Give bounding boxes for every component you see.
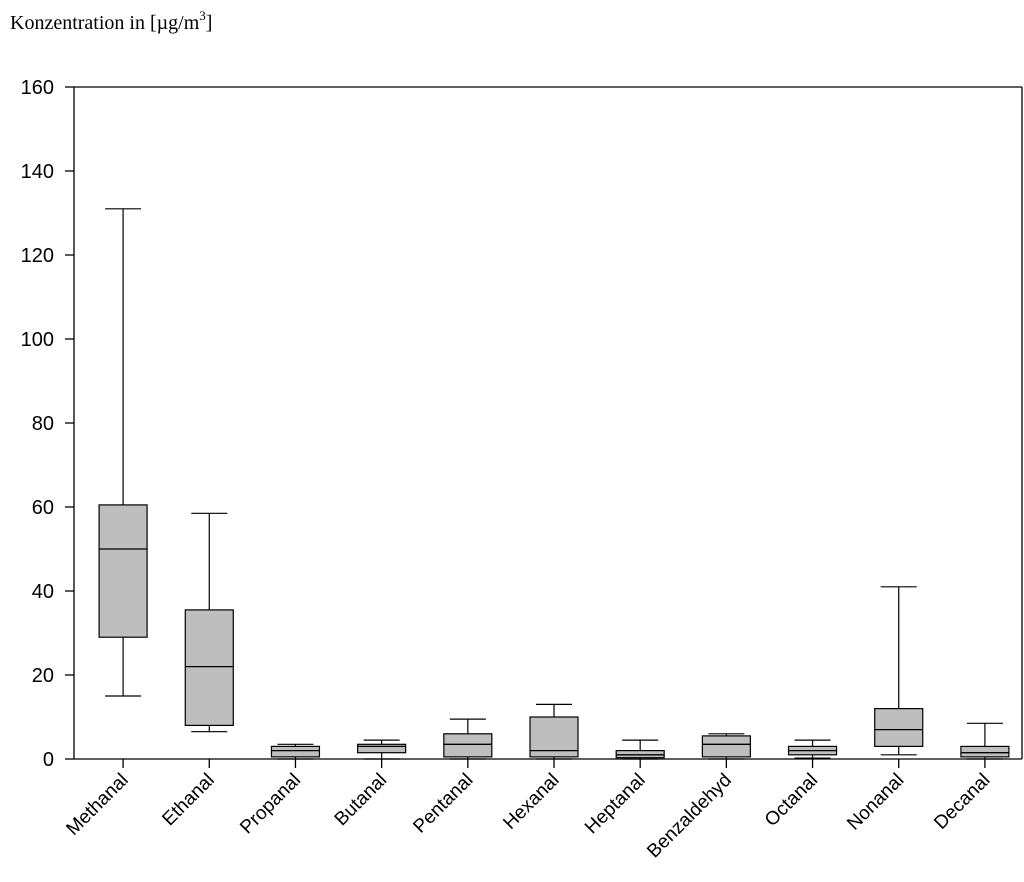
x-tick-label-ethanal: Ethanal <box>158 770 218 830</box>
x-tick-label-heptanal: Heptanal <box>581 770 650 839</box>
box-butanal <box>357 743 407 754</box>
box-benzaldehyd <box>701 735 751 758</box>
x-tick-label-methanal: Methanal <box>63 770 133 840</box>
y-tick-label-100: 100 <box>21 329 54 351</box>
y-tick-label-0: 0 <box>43 749 54 771</box>
box-nonanal <box>874 707 924 747</box>
box-methanal <box>98 504 148 638</box>
x-tick-label-decanal: Decanal <box>930 770 994 834</box>
x-tick-label-octanal: Octanal <box>761 770 822 831</box>
x-tick-label-pentanal: Pentanal <box>409 770 477 838</box>
y-tick-label-80: 80 <box>32 413 54 435</box>
x-tick-label-benzaldehyd: Benzaldehyd <box>643 770 736 863</box>
x-tick-label-nonanal: Nonanal <box>843 770 908 835</box>
x-tick-label-propanal: Propanal <box>236 770 305 839</box>
y-axis-label: Konzentration in [µg/m3] <box>10 8 213 34</box>
y-tick-label-20: 20 <box>32 665 54 687</box>
box-pentanal <box>443 733 493 758</box>
y-tick-label-40: 40 <box>32 581 54 603</box>
box-propanal <box>270 745 321 758</box>
box-decanal <box>960 745 1010 758</box>
box-ethanal <box>184 609 234 727</box>
x-tick-label-hexanal: Hexanal <box>499 770 563 834</box>
y-tick-label-140: 140 <box>21 161 54 183</box>
x-tick-label-butanal: Butanal <box>331 770 391 830</box>
y-tick-label-120: 120 <box>21 245 54 267</box>
y-tick-label-60: 60 <box>32 497 54 519</box>
y-tick-label-160: 160 <box>21 77 54 99</box>
